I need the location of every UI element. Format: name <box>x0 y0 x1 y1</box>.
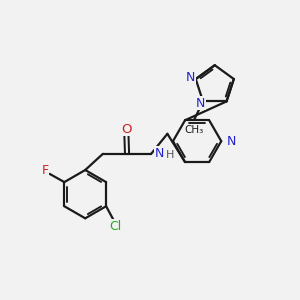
Text: F: F <box>42 164 49 177</box>
Text: O: O <box>121 123 132 136</box>
Text: N: N <box>186 71 195 84</box>
Text: N: N <box>196 97 205 110</box>
Text: Cl: Cl <box>110 220 122 233</box>
Text: H: H <box>166 150 174 160</box>
Text: N: N <box>155 147 164 160</box>
Text: N: N <box>227 135 236 148</box>
Text: CH₃: CH₃ <box>184 125 204 135</box>
